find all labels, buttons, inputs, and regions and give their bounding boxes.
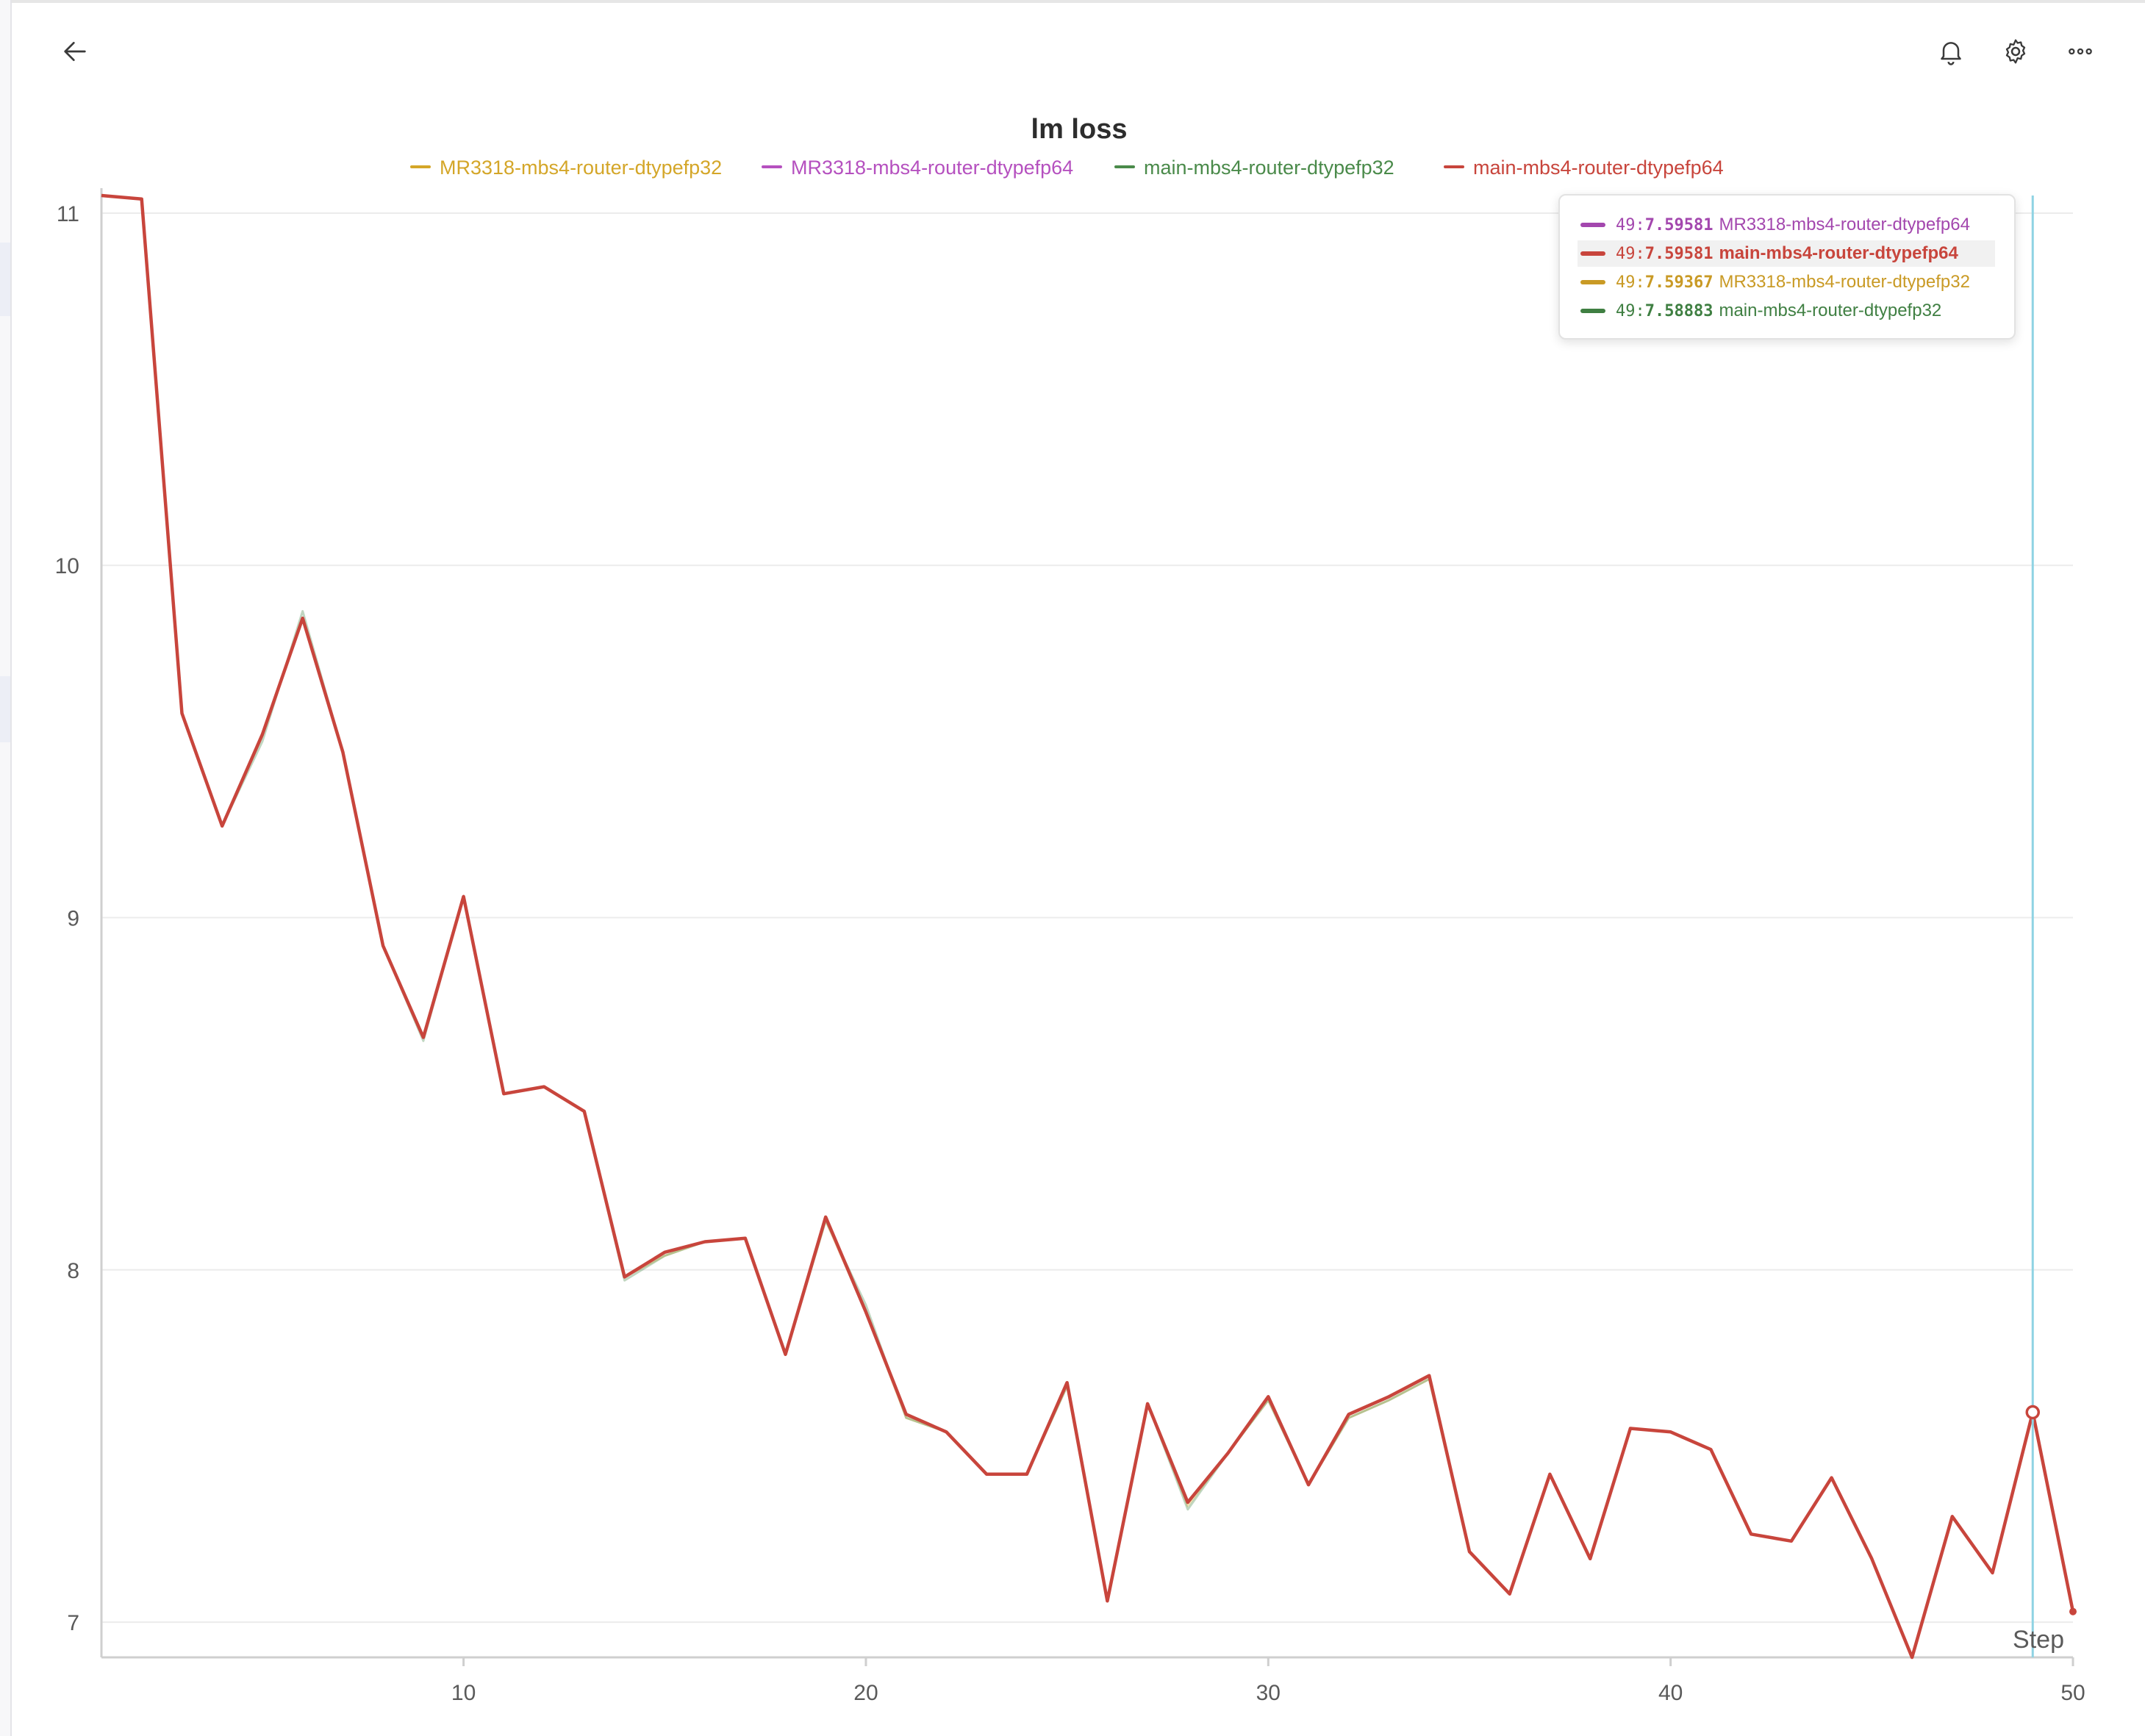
series-line-MR3318-mbs4-router-dtypefp32[interactable]: [101, 194, 2074, 1659]
y-tick-label: 9: [67, 907, 79, 931]
series-line-MR3318-mbs4-router-dtypefp64[interactable]: [101, 194, 2074, 1659]
y-tick-label: 10: [55, 554, 79, 578]
chart-title: lm loss: [1031, 114, 1128, 145]
hover-point: [2025, 1405, 2041, 1420]
left-panel-edge: [0, 0, 12, 1736]
gear-icon: [2005, 39, 2026, 64]
tooltip-swatch: [1580, 251, 1605, 256]
tooltip-value: 7.59581: [1644, 215, 1714, 234]
more-options-button[interactable]: [2057, 28, 2104, 75]
axes: 7 8 9 10 11 10 20 30 40 50: [55, 188, 2085, 1705]
x-tick-label: 30: [1256, 1681, 1281, 1705]
x-axis-label: Step: [2013, 1626, 2064, 1654]
bell-icon: [1941, 42, 1961, 65]
legend-entry[interactable]: MR3318-mbs4-router-dtypefp32: [440, 157, 722, 179]
series-lines: [101, 193, 2077, 1660]
arrow-left-icon: [64, 42, 86, 61]
tooltip-value: 7.59581: [1644, 244, 1714, 263]
left-panel-tab[interactable]: [0, 243, 10, 316]
legend-entry[interactable]: main-mbs4-router-dtypefp32: [1144, 157, 1394, 179]
tooltip-step: 49:: [1616, 244, 1645, 263]
tooltip-value: 7.58883: [1644, 301, 1714, 320]
top-border: [0, 0, 2145, 3]
tooltip-step: 49:: [1616, 273, 1645, 292]
y-tick-label: 7: [67, 1611, 79, 1635]
y-tick-label: 11: [57, 202, 79, 226]
tooltip-series-name: MR3318-mbs4-router-dtypefp32: [1719, 272, 1970, 292]
settings-button[interactable]: [1992, 28, 2039, 75]
tooltip-row: 49: 7.59581 MR3318-mbs4-router-dtypefp64: [1580, 212, 1970, 238]
y-tick-label: 8: [67, 1259, 79, 1283]
tooltip-series-name: MR3318-mbs4-router-dtypefp64: [1719, 215, 1970, 234]
tooltip-row: 49: 7.59581 main-mbs4-router-dtypefp64: [1578, 240, 1995, 267]
tooltip-series-name: main-mbs4-router-dtypefp64: [1719, 243, 1958, 263]
hover-layer: [2025, 196, 2041, 1657]
more-horizontal-icon: [2069, 48, 2092, 55]
tooltip-step: 49:: [1616, 215, 1645, 234]
x-tick-label: 10: [451, 1681, 476, 1705]
tooltip-series-name: main-mbs4-router-dtypefp32: [1719, 301, 1942, 320]
back-button[interactable]: [51, 28, 99, 75]
tooltip-step: 49:: [1616, 301, 1645, 320]
tooltip-row: 49: 7.59367 MR3318-mbs4-router-dtypefp32: [1580, 269, 1970, 295]
grid-lines: [101, 212, 2073, 1624]
x-tick-label: 50: [2060, 1681, 2085, 1705]
left-panel-tab[interactable]: [0, 676, 10, 742]
series-line-main-mbs4-router-dtypefp32[interactable]: [101, 194, 2074, 1659]
chart-legend: MR3318-mbs4-router-dtypefp32 MR3318-mbs4-…: [410, 157, 1724, 179]
notifications-button[interactable]: [1927, 28, 1974, 75]
legend-entry[interactable]: main-mbs4-router-dtypefp64: [1473, 157, 1724, 179]
tooltip-swatch: [1580, 309, 1605, 313]
series-end-point: [2069, 1607, 2077, 1615]
series-line-main-mbs4-router-dtypefp64[interactable]: [101, 193, 2075, 1660]
tooltip-swatch: [1580, 280, 1605, 284]
legend-entry[interactable]: MR3318-mbs4-router-dtypefp64: [791, 157, 1073, 179]
x-tick-label: 20: [853, 1681, 878, 1705]
tooltip-swatch: [1580, 223, 1605, 227]
hover-tooltip: 49: 7.59581 MR3318-mbs4-router-dtypefp64 4…: [1558, 194, 2016, 340]
tooltip-value: 7.59367: [1644, 273, 1714, 292]
tooltip-row: 49: 7.58883 main-mbs4-router-dtypefp32: [1580, 298, 1941, 324]
x-tick-label: 40: [1658, 1681, 1683, 1705]
